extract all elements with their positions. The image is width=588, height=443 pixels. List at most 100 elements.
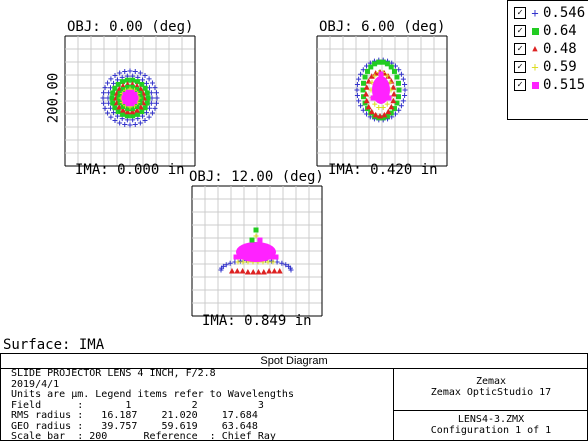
- spot-mark-plus: [143, 80, 149, 86]
- spot-mark-square: [120, 111, 126, 117]
- legend-checkbox[interactable]: ✓: [514, 61, 526, 73]
- spot-mark-triangle: [229, 268, 235, 274]
- spot-mark-plus: [105, 80, 111, 86]
- wavelength-legend: ✓ + 0.546 ✓ 0.64 ✓ ▲ 0.48 ✓ + 0.59 ✓ 0.5…: [507, 0, 588, 120]
- spot-mark-square: [388, 64, 394, 70]
- spot-mark-triangle: [363, 91, 369, 97]
- spot-mark-square: [115, 81, 121, 87]
- spot-mark-plus: [240, 259, 246, 265]
- spot-mark-plus: [137, 120, 143, 126]
- spot-mark-square: [112, 105, 118, 111]
- info-line: GEO radius : 39.757 59.619 63.648: [11, 420, 258, 432]
- spot-mark-plus: [146, 85, 152, 91]
- spot-mark-plus: [146, 114, 152, 120]
- triangle-marker-icon: ▲: [532, 44, 538, 54]
- spot-mark-square: [380, 95, 386, 101]
- spot-mark-plus: [100, 95, 106, 101]
- info-line: Units are μm. Legend items refer to Wave…: [11, 389, 294, 400]
- spot-mark-triangle: [239, 268, 246, 274]
- spot-mark-square: [395, 94, 401, 100]
- spot-mark-plus: [111, 110, 117, 116]
- spot-mark-triangle: [266, 268, 273, 274]
- spot-mark-plus: [108, 76, 114, 82]
- spot-mark-plus: [220, 263, 226, 269]
- spot-mark-plus: [117, 70, 123, 76]
- spot-mark-plus: [392, 63, 398, 69]
- spot-mark-square: [248, 254, 254, 260]
- spot-mark-square: [376, 59, 382, 65]
- spot-mark-triangle: [124, 108, 131, 115]
- legend-checkbox[interactable]: ✓: [514, 79, 526, 91]
- info-line: 2019/4/1: [11, 378, 60, 390]
- spot-mark-plus: [101, 100, 107, 106]
- spot-mark-plus: [356, 98, 362, 104]
- product-name: Zemax OpticStudio 17: [430, 387, 552, 398]
- spot-mark-triangle: [271, 268, 278, 274]
- spot-mark-triangle: [368, 73, 375, 79]
- spot-mark-plus: [115, 77, 121, 83]
- plot1-ima-label: IMA: 0.000 in: [75, 162, 185, 178]
- spot-mark-plus: [132, 121, 138, 127]
- spot-mark-plus: [102, 105, 108, 111]
- spot-mark-triangle: [372, 111, 379, 118]
- spot-mark-plus: [279, 260, 285, 266]
- spot-mark-plus: [122, 121, 128, 127]
- legend-item: ✓ ▲ 0.48: [514, 40, 577, 58]
- spot-mark-square: [253, 227, 259, 233]
- spot-mark-plus: [400, 76, 406, 82]
- plot-grid-3: [191, 185, 323, 317]
- spot-mark-triangle: [134, 107, 140, 113]
- spot-mark-plus: [117, 120, 123, 126]
- spot-mark-plus: [119, 116, 125, 122]
- spot-mark-plus: [398, 103, 404, 109]
- spot-mark-triangle: [129, 108, 136, 115]
- spot-mark-plus: [235, 259, 241, 265]
- company-name: Zemax: [475, 376, 507, 387]
- spot-mark-plus: [402, 87, 408, 93]
- spot-mark-plus: [152, 105, 158, 111]
- spot-mark-plus: [227, 260, 233, 266]
- spot-mark-plus: [376, 105, 382, 111]
- spot-mark-square: [115, 109, 121, 115]
- spot-mark-plus: [288, 267, 294, 273]
- info-right-box: Zemax Zemax OpticStudio 17 LENS4-3.ZMX C…: [393, 369, 588, 440]
- spot-mark-square: [132, 99, 138, 105]
- legend-checkbox[interactable]: ✓: [514, 7, 526, 19]
- spot-mark-square: [129, 89, 135, 95]
- spot-mark-square: [122, 91, 128, 97]
- legend-value: 0.515: [543, 77, 586, 93]
- spot-mark-square: [134, 104, 140, 110]
- spot-mark-plus: [153, 100, 159, 106]
- panel-title: Spot Diagram: [1, 354, 587, 369]
- spot-mark-square: [109, 95, 115, 101]
- spot-mark-plus: [265, 259, 271, 265]
- spot-mark-square: [125, 84, 131, 90]
- legend-checkbox[interactable]: ✓: [514, 43, 526, 55]
- spot-mark-plus: [149, 110, 155, 116]
- legend-value: 0.59: [543, 59, 577, 75]
- spot-mark-plus: [354, 93, 360, 99]
- spot-mark-triangle: [234, 268, 241, 274]
- spot-mark-square: [134, 79, 140, 85]
- spot-mark-plus: [112, 117, 118, 123]
- spot-mark-plus: [402, 81, 408, 87]
- spot-mark-plus: [101, 90, 107, 96]
- spot-mark-square: [134, 86, 140, 92]
- spot-mark-square: [384, 61, 390, 67]
- plot3-obj-label: OBJ: 12.00 (deg): [189, 169, 324, 185]
- spot-mark-plus: [127, 68, 133, 74]
- spot-mark-plus: [283, 262, 289, 268]
- spot-mark-plus: [112, 73, 118, 79]
- spot-mark-square: [120, 79, 126, 85]
- spot-mark-plus: [360, 67, 366, 73]
- legend-value: 0.48: [543, 41, 577, 57]
- legend-checkbox[interactable]: ✓: [514, 25, 526, 37]
- spot-mark-square: [391, 106, 397, 112]
- spot-mark-square: [124, 113, 130, 119]
- spot-mark-plus: [396, 107, 402, 113]
- spot-mark-square: [133, 95, 139, 101]
- spot-mark-plus: [143, 110, 149, 116]
- spot-mark-plus: [154, 95, 160, 101]
- spot-mark-plus: [384, 73, 390, 79]
- spot-mark-triangle: [381, 111, 388, 118]
